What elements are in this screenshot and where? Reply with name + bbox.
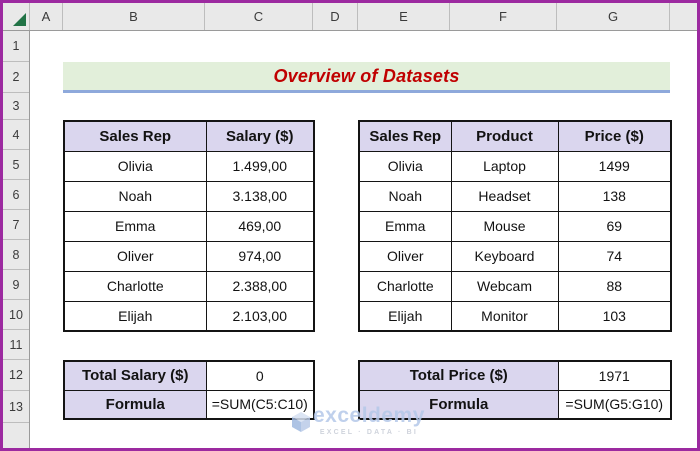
row-header-7[interactable]: 7 <box>3 210 29 240</box>
table-row: Emma 469,00 <box>63 210 315 242</box>
price-formula-label-cell[interactable]: Formula <box>358 389 559 420</box>
cell-e7[interactable]: Emma <box>358 210 452 242</box>
select-all-corner[interactable] <box>3 3 30 30</box>
cell-f9[interactable]: Webcam <box>450 270 559 302</box>
total-price-block: Total Price ($) 1971 Formula =SUM(G5:G10… <box>358 360 672 420</box>
total-price-value-cell[interactable]: 1971 <box>557 360 672 391</box>
cell-e6[interactable]: Noah <box>358 180 452 212</box>
cell-f6[interactable]: Headset <box>450 180 559 212</box>
cell-f5[interactable]: Laptop <box>450 150 559 182</box>
row-header-14-partial[interactable] <box>3 423 29 448</box>
table-row: Olivia 1.499,00 <box>63 150 315 182</box>
cell-b5[interactable]: Olivia <box>63 150 207 182</box>
total-salary-block: Total Salary ($) 0 Formula =SUM(C5:C10) <box>63 360 315 420</box>
table-row: Noah Headset 138 <box>358 180 672 212</box>
total-salary-value-cell[interactable]: 0 <box>205 360 315 391</box>
row-header-6[interactable]: 6 <box>3 180 29 210</box>
col-header-G[interactable]: G <box>557 3 670 30</box>
column-header-strip: A B C D E F G <box>3 3 697 31</box>
table-row: Oliver 974,00 <box>63 240 315 272</box>
table-row: Total Price ($) 1971 <box>358 360 672 391</box>
price-table-header-rep[interactable]: Sales Rep <box>358 120 452 152</box>
price-table: Sales Rep Product Price ($) Olivia Lapto… <box>358 120 672 332</box>
cell-g9[interactable]: 88 <box>557 270 672 302</box>
row-header-9[interactable]: 9 <box>3 270 29 300</box>
cell-e10[interactable]: Elijah <box>358 300 452 332</box>
table-row: Formula =SUM(C5:C10) <box>63 389 315 420</box>
worksheet-area: A B C D E F G 1 2 3 4 5 6 7 8 9 10 11 12… <box>3 3 697 448</box>
cell-c10[interactable]: 2.103,00 <box>205 300 315 332</box>
col-header-D[interactable]: D <box>313 3 358 30</box>
col-header-E[interactable]: E <box>358 3 450 30</box>
salary-formula-cell[interactable]: =SUM(C5:C10) <box>205 389 315 420</box>
salary-table-header-rep[interactable]: Sales Rep <box>63 120 207 152</box>
row-header-2[interactable]: 2 <box>3 62 29 93</box>
table-row: Formula =SUM(G5:G10) <box>358 389 672 420</box>
row-header-13[interactable]: 13 <box>3 391 29 423</box>
cell-c8[interactable]: 974,00 <box>205 240 315 272</box>
salary-formula-label-cell[interactable]: Formula <box>63 389 207 420</box>
cell-b10[interactable]: Elijah <box>63 300 207 332</box>
price-formula-cell[interactable]: =SUM(G5:G10) <box>557 389 672 420</box>
cell-c6[interactable]: 3.138,00 <box>205 180 315 212</box>
row-header-12[interactable]: 12 <box>3 360 29 391</box>
table-row: Elijah 2.103,00 <box>63 300 315 332</box>
price-table-header-price[interactable]: Price ($) <box>557 120 672 152</box>
col-header-B[interactable]: B <box>63 3 205 30</box>
cell-f8[interactable]: Keyboard <box>450 240 559 272</box>
watermark-tagline: EXCEL · DATA · BI <box>319 429 419 436</box>
table-row: Total Salary ($) 0 <box>63 360 315 391</box>
row-header-11[interactable]: 11 <box>3 330 29 360</box>
table-row: Sales Rep Product Price ($) <box>358 120 672 152</box>
table-row: Sales Rep Salary ($) <box>63 120 315 152</box>
cell-c5[interactable]: 1.499,00 <box>205 150 315 182</box>
cell-g8[interactable]: 74 <box>557 240 672 272</box>
cell-c7[interactable]: 469,00 <box>205 210 315 242</box>
row-header-4[interactable]: 4 <box>3 120 29 150</box>
cell-f10[interactable]: Monitor <box>450 300 559 332</box>
cell-g10[interactable]: 103 <box>557 300 672 332</box>
table-row: Charlotte Webcam 88 <box>358 270 672 302</box>
salary-table-header-salary[interactable]: Salary ($) <box>205 120 315 152</box>
cell-e5[interactable]: Olivia <box>358 150 452 182</box>
page-title: Overview of Datasets <box>273 65 460 86</box>
row-header-strip: 1 2 3 4 5 6 7 8 9 10 11 12 13 <box>3 31 30 448</box>
table-row: Oliver Keyboard 74 <box>358 240 672 272</box>
row-header-10[interactable]: 10 <box>3 300 29 330</box>
row-header-3[interactable]: 3 <box>3 93 29 120</box>
salary-table: Sales Rep Salary ($) Olivia 1.499,00 Noa… <box>63 120 315 332</box>
col-header-F[interactable]: F <box>450 3 557 30</box>
select-all-icon <box>13 13 26 26</box>
col-header-H-partial[interactable] <box>670 3 697 30</box>
table-row: Emma Mouse 69 <box>358 210 672 242</box>
table-row: Charlotte 2.388,00 <box>63 270 315 302</box>
cell-g6[interactable]: 138 <box>557 180 672 212</box>
cell-b6[interactable]: Noah <box>63 180 207 212</box>
cell-b9[interactable]: Charlotte <box>63 270 207 302</box>
cell-f7[interactable]: Mouse <box>450 210 559 242</box>
row-header-1[interactable]: 1 <box>3 31 29 62</box>
title-banner-cell[interactable]: Overview of Datasets <box>63 62 670 93</box>
total-price-label-cell[interactable]: Total Price ($) <box>358 360 559 391</box>
price-table-header-product[interactable]: Product <box>450 120 559 152</box>
cell-e8[interactable]: Oliver <box>358 240 452 272</box>
row-header-8[interactable]: 8 <box>3 240 29 270</box>
cell-g5[interactable]: 1499 <box>557 150 672 182</box>
table-row: Olivia Laptop 1499 <box>358 150 672 182</box>
col-header-C[interactable]: C <box>205 3 313 30</box>
table-row: Noah 3.138,00 <box>63 180 315 212</box>
row-header-5[interactable]: 5 <box>3 150 29 180</box>
cell-e9[interactable]: Charlotte <box>358 270 452 302</box>
cell-c9[interactable]: 2.388,00 <box>205 270 315 302</box>
cell-b8[interactable]: Oliver <box>63 240 207 272</box>
cell-b7[interactable]: Emma <box>63 210 207 242</box>
table-row: Elijah Monitor 103 <box>358 300 672 332</box>
cell-g7[interactable]: 69 <box>557 210 672 242</box>
total-salary-label-cell[interactable]: Total Salary ($) <box>63 360 207 391</box>
col-header-A[interactable]: A <box>30 3 63 30</box>
